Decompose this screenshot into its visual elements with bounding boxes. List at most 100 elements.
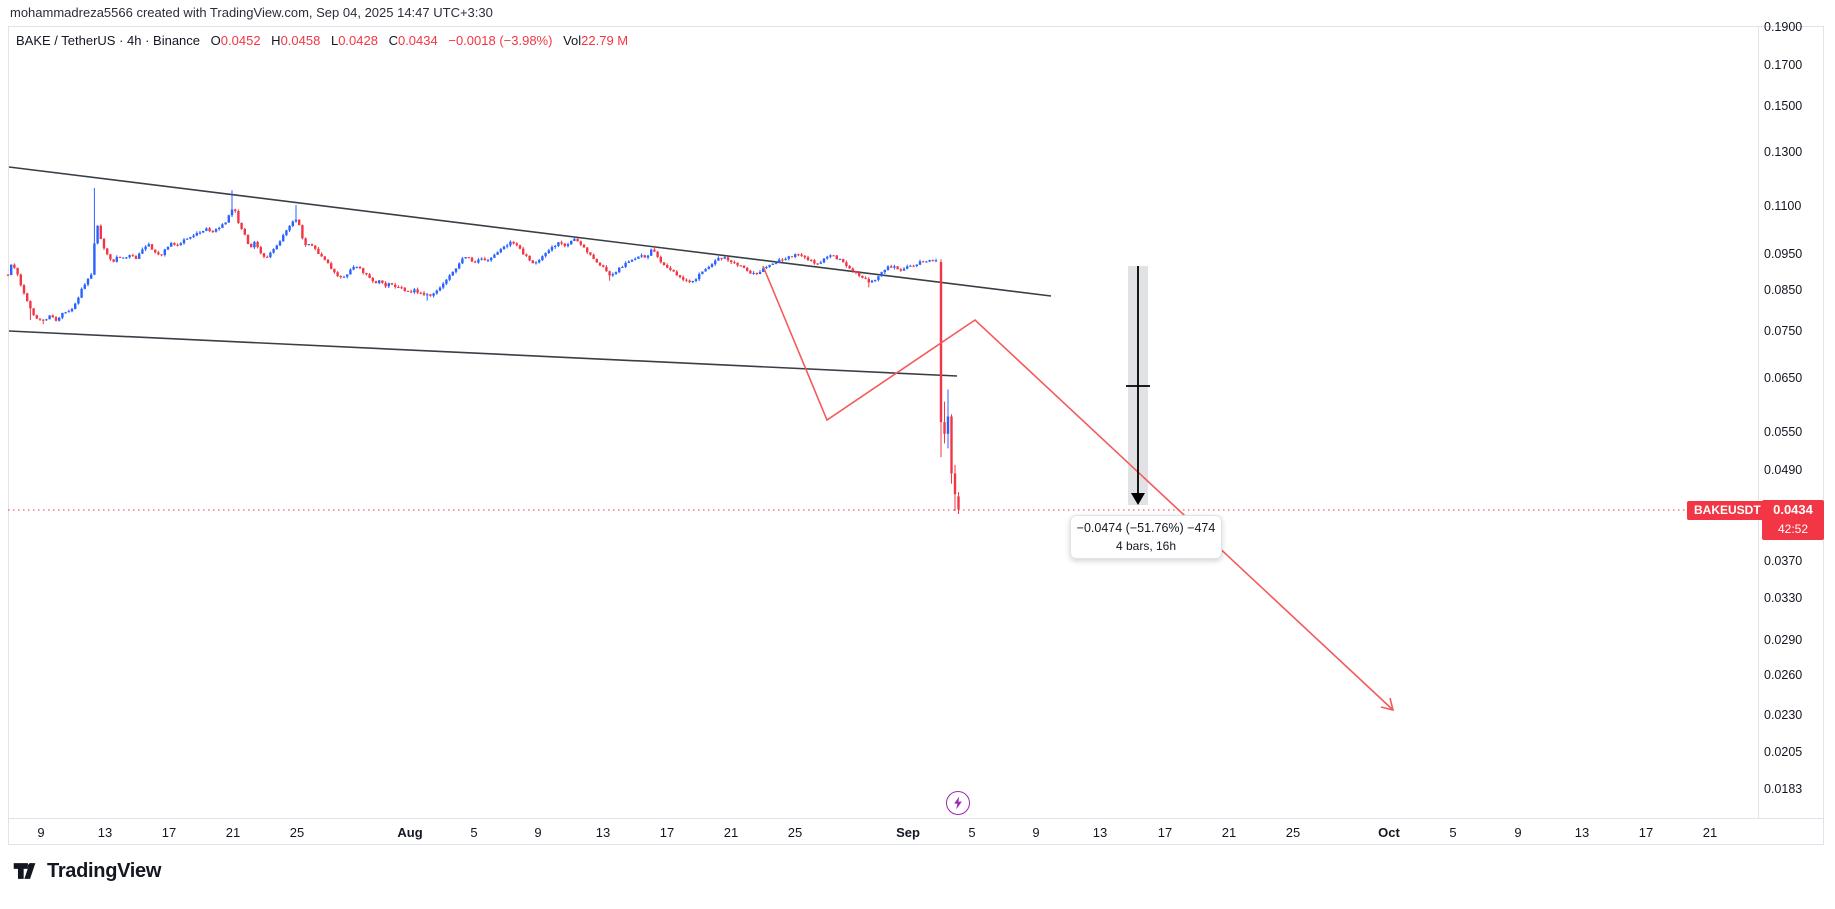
tradingview-logo[interactable]: TradingView	[13, 859, 161, 883]
time-tick-label: 25	[787, 825, 803, 840]
candle-body	[435, 290, 438, 294]
symbol-title[interactable]: BAKE / TetherUS · 4h · Binance	[16, 33, 201, 48]
candle-body	[541, 256, 544, 261]
candle-body	[774, 263, 778, 265]
candle-body	[547, 250, 550, 253]
candle-body	[253, 241, 256, 248]
candle-body	[886, 266, 890, 270]
candle-body	[531, 260, 534, 264]
candle-body	[621, 266, 624, 268]
candle-body	[182, 239, 186, 244]
time-tick-label: 21	[225, 825, 241, 840]
candle-body	[429, 294, 432, 296]
candle-body	[499, 249, 502, 253]
current-price-value: 0.0434	[1773, 502, 1813, 517]
candle-body	[58, 317, 61, 321]
candle-body	[915, 264, 918, 267]
candle-body	[256, 241, 259, 248]
price-tick-label: 0.0205	[1764, 745, 1803, 759]
price-scale-separator[interactable]	[1758, 27, 1759, 818]
candle-body	[406, 290, 410, 292]
candle-body	[896, 266, 899, 270]
candle-body	[426, 294, 429, 296]
candle-body	[797, 254, 800, 256]
candle-body	[723, 257, 726, 259]
candle-body	[477, 259, 480, 263]
candle-body	[282, 235, 285, 242]
candle-body	[154, 249, 157, 253]
lightning-bolt-glyph	[954, 796, 962, 810]
price-tick-label: 0.0330	[1764, 591, 1803, 605]
candle-body	[925, 261, 928, 263]
candle-body	[397, 286, 400, 288]
price-tick-label: 0.1500	[1764, 99, 1803, 113]
candle-body	[400, 287, 403, 289]
candle-body	[566, 244, 570, 246]
candle-body	[669, 267, 672, 270]
candle-body	[701, 271, 704, 274]
candle-body	[314, 245, 317, 249]
candle-body	[800, 254, 803, 256]
time-tick-label: 13	[97, 825, 113, 840]
price-tick-label: 0.0950	[1764, 247, 1803, 261]
candle-body	[672, 269, 675, 272]
candle-body	[67, 311, 70, 313]
candle-body	[490, 257, 493, 261]
candle-body	[758, 271, 762, 275]
candle-body	[362, 268, 365, 273]
candle-body	[854, 271, 858, 273]
high-label: H	[271, 33, 281, 48]
candle-body	[330, 263, 333, 269]
candle-body	[432, 293, 435, 296]
candle-body	[285, 230, 288, 236]
candle-body	[640, 255, 643, 257]
candle-body	[950, 416, 953, 474]
candle-body	[816, 263, 819, 265]
candle-body	[848, 265, 851, 269]
price-tick-label: 0.0260	[1764, 668, 1803, 682]
time-tick-label: 21	[1702, 825, 1718, 840]
candle-body	[6, 274, 10, 276]
candle-body	[595, 258, 598, 263]
open-label: O	[210, 33, 221, 48]
candle-body	[355, 266, 358, 268]
candle-body	[147, 244, 150, 247]
trendline-lower[interactable]	[8, 330, 958, 377]
volume-label: Vol	[563, 33, 582, 48]
candle-body	[563, 243, 566, 246]
candle-body	[515, 243, 518, 246]
candle-body	[755, 272, 758, 275]
price-tick-label: 0.1900	[1764, 20, 1803, 34]
time-scale-separator[interactable]	[9, 818, 1824, 819]
candle-body	[115, 256, 118, 262]
lightning-icon[interactable]	[946, 791, 970, 815]
candle-body	[918, 261, 922, 265]
candle-body	[410, 291, 413, 293]
candle-body	[266, 256, 269, 258]
measure-bars-text: 4 bars, 16h	[1115, 539, 1177, 553]
trendline-upper[interactable]	[8, 166, 1052, 297]
candle-body	[611, 274, 614, 276]
candle-body	[877, 276, 880, 280]
candle-body	[893, 266, 896, 268]
candle-body	[858, 272, 861, 276]
candle-body	[192, 235, 195, 238]
time-tick-label: 9	[37, 825, 45, 840]
candle-body	[64, 312, 67, 314]
candle-body	[419, 292, 422, 294]
candle-body	[819, 262, 822, 264]
candle-body	[557, 242, 560, 246]
candle-body	[912, 265, 915, 267]
candle-body	[842, 259, 845, 263]
candle-body	[131, 255, 134, 257]
current-price-badge: 0.0434 42:52	[1762, 500, 1824, 540]
candle-body	[771, 263, 774, 265]
candle-body	[461, 258, 464, 264]
symbol-legend[interactable]: BAKE / TetherUS · 4h · Binance O0.0452 H…	[16, 33, 628, 48]
forecast-trendline[interactable]	[762, 265, 1394, 711]
time-tick-label: 5	[1449, 825, 1457, 840]
symbol-price-label-badge: BAKEUSDT	[1687, 501, 1768, 520]
candle-body	[93, 243, 96, 275]
candle-body	[707, 266, 710, 270]
